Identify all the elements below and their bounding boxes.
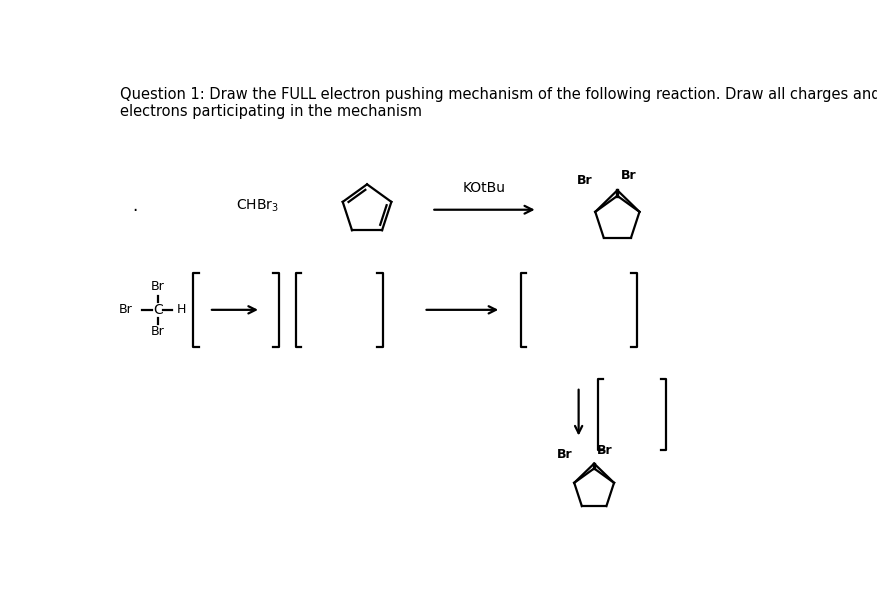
Text: H: H [177,304,186,316]
Text: C: C [153,303,162,317]
Text: Br: Br [119,304,132,316]
Text: CHBr$_3$: CHBr$_3$ [235,198,278,214]
Text: KOtBu: KOtBu [462,181,505,195]
Text: Br: Br [151,325,165,338]
Text: Br: Br [556,448,572,461]
Text: .: . [132,197,137,215]
Text: Br: Br [151,280,165,293]
Text: Br: Br [620,169,635,182]
Text: Br: Br [576,174,592,187]
Text: Question 1: Draw the FULL electron pushing mechanism of the following reaction. : Question 1: Draw the FULL electron pushi… [119,86,877,102]
Text: electrons participating in the mechanism: electrons participating in the mechanism [119,104,421,119]
Text: Br: Br [595,444,611,457]
